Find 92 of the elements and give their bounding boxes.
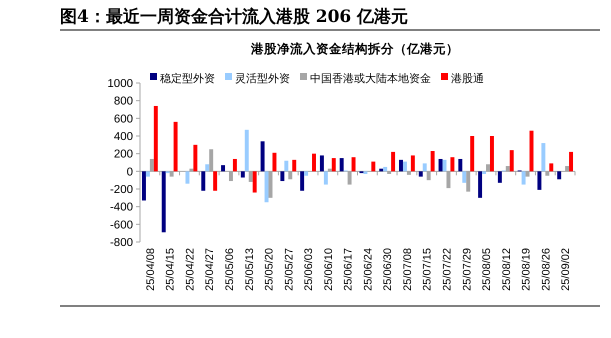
bar: [418, 171, 423, 177]
bar: [470, 136, 474, 172]
bar: [193, 144, 198, 172]
bar: [260, 141, 265, 172]
y-tick-label: 1000: [107, 78, 133, 90]
x-tick-label: 25/07/15: [422, 248, 434, 291]
bar: [304, 171, 308, 176]
x-tick-label: 25/06/30: [382, 248, 394, 291]
bar: [142, 171, 146, 200]
bar: [174, 122, 178, 172]
x-tick-label: 25/04/08: [144, 248, 157, 291]
bar: [252, 171, 257, 193]
x-tick-label: 25/07/08: [402, 248, 414, 291]
x-tick-label: 25/07/22: [441, 248, 454, 291]
bar: [363, 171, 368, 174]
bar: [530, 130, 534, 172]
x-tick-label: 25/04/15: [164, 248, 177, 291]
y-tick-label: -200: [110, 184, 133, 196]
x-tick-label: 25/07/29: [461, 248, 474, 291]
x-tick-label: 25/06/03: [303, 248, 316, 291]
bar: [490, 136, 494, 172]
bar: [264, 171, 269, 202]
bar: [510, 150, 514, 172]
bar: [478, 171, 482, 198]
x-tick-label: 25/09/02: [560, 248, 572, 291]
bar: [541, 143, 546, 172]
x-tick-label: 25/04/22: [184, 248, 196, 291]
bar: [522, 171, 526, 185]
legend-label: 灵活型外资: [235, 72, 290, 85]
bar: [410, 155, 415, 172]
bar: [450, 157, 454, 172]
bar: [221, 165, 226, 172]
bar: [232, 158, 237, 172]
bar: [438, 158, 443, 172]
x-tick-label: 25/08/05: [481, 248, 494, 291]
bar: [312, 154, 316, 172]
bar: [537, 171, 542, 190]
x-tick-label: 25/08/26: [540, 248, 552, 291]
y-tick-label: -600: [110, 219, 133, 232]
chart-title: 图4：最近一周资金合计流入港股 206 亿港元: [60, 7, 408, 27]
bar: [185, 171, 190, 184]
y-tick-label: 0: [126, 166, 133, 178]
bar: [324, 171, 328, 185]
bar: [391, 152, 396, 172]
bar: [399, 160, 403, 172]
y-tick-label: -800: [110, 237, 133, 249]
y-tick-label: 800: [114, 96, 133, 108]
bar: [462, 171, 466, 183]
bar: [340, 158, 344, 172]
bar: [284, 160, 288, 172]
legend-label: 稳定型外资: [160, 72, 215, 85]
bar: [549, 163, 554, 172]
y-tick-label: -400: [110, 202, 133, 214]
bar: [272, 152, 276, 172]
y-tick-label: 400: [114, 131, 133, 143]
x-tick-label: 25/05/06: [224, 248, 236, 291]
bar: [201, 171, 206, 191]
x-tick-label: 25/08/12: [500, 248, 513, 291]
bar: [154, 106, 158, 172]
bar: [383, 166, 388, 172]
bar: [402, 162, 407, 172]
x-tick-label: 25/06/17: [342, 248, 355, 291]
bar: [280, 171, 284, 182]
legend-label: 中国香港或大陆本地资金: [310, 72, 431, 85]
bar: [300, 171, 304, 191]
x-tick-label: 25/05/27: [283, 248, 296, 291]
bar: [352, 157, 356, 172]
bar: [332, 158, 336, 172]
bar: [569, 152, 574, 172]
bar: [240, 171, 245, 178]
bar: [430, 151, 435, 172]
bar: [442, 160, 446, 172]
x-tick-label: 25/04/27: [204, 248, 216, 291]
bar: [498, 171, 502, 183]
chart-subtitle: 港股净流入资金结构拆分（亿港元）: [250, 41, 459, 56]
bar: [213, 171, 218, 191]
bar: [379, 168, 384, 172]
y-tick-label: 600: [114, 113, 133, 126]
bar: [146, 171, 150, 177]
x-tick-label: 25/06/10: [322, 248, 335, 291]
bar: [557, 171, 562, 180]
x-tick-label: 25/05/20: [264, 248, 276, 291]
y-tick-label: 200: [114, 148, 133, 161]
legend-label: 港股通: [451, 72, 484, 85]
bar: [371, 162, 376, 172]
bar: [320, 155, 324, 172]
x-tick-label: 25/05/13: [244, 248, 256, 291]
bar: [482, 171, 486, 174]
x-tick-label: 25/06/24: [362, 248, 374, 291]
bar: [458, 158, 462, 172]
x-tick-label: 25/08/19: [520, 248, 533, 291]
bar: [244, 130, 249, 172]
